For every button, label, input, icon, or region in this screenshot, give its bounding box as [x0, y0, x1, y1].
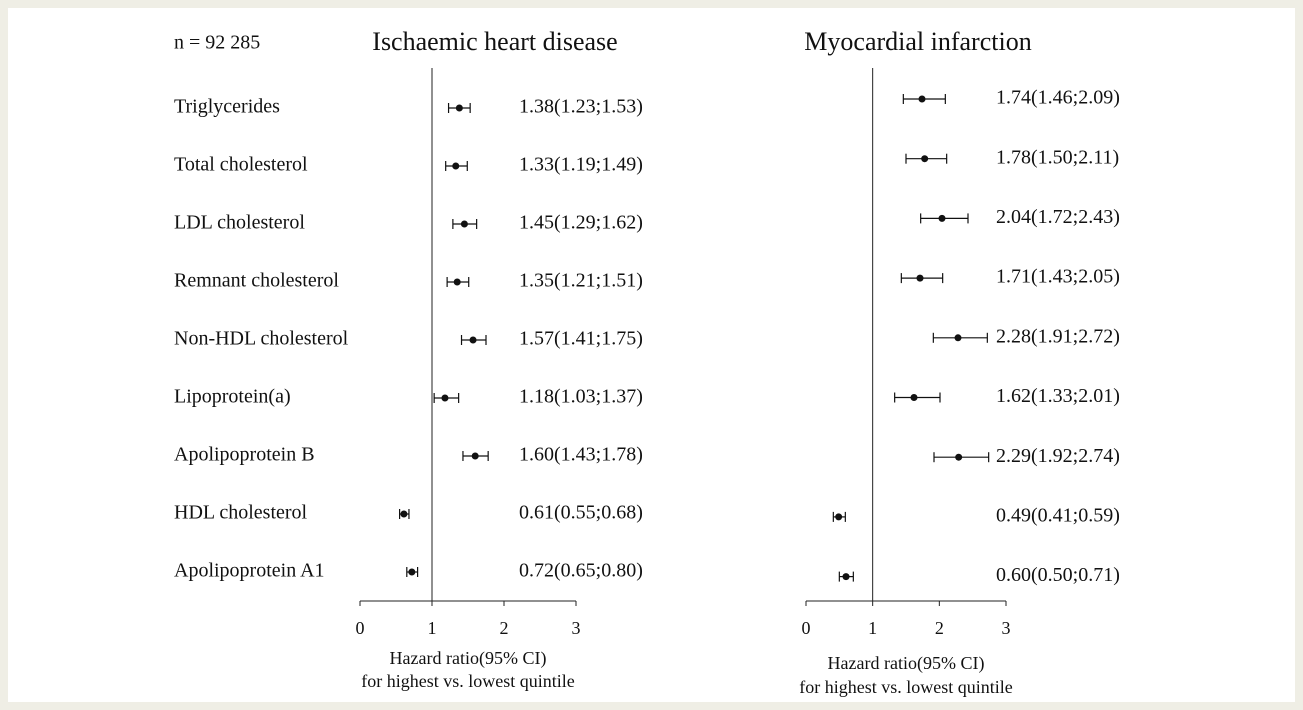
category-label: Total cholesterol [174, 154, 308, 176]
x-tick-label: 1 [428, 618, 437, 638]
x-axis-label: Hazard ratio(95% CI) [390, 648, 547, 669]
value-label: 0.72(0.65;0.80) [519, 560, 643, 582]
category-label: Remnant cholesterol [174, 270, 339, 292]
x-tick-label: 3 [572, 618, 581, 638]
point-estimate [408, 568, 416, 576]
value-label: 1.60(1.43;1.78) [519, 444, 643, 466]
value-label: 0.61(0.55;0.68) [519, 502, 643, 524]
category-label: HDL cholesterol [174, 502, 308, 524]
x-tick-label: 3 [1002, 618, 1011, 638]
x-tick-label: 2 [935, 618, 944, 638]
panel-title: Ischaemic heart disease [372, 27, 617, 56]
category-label: Apolipoprotein A1 [174, 560, 325, 582]
x-tick-label: 0 [802, 618, 811, 638]
point-estimate [921, 155, 929, 163]
value-label: 1.57(1.41;1.75) [519, 328, 643, 350]
value-label: 1.74(1.46;2.09) [996, 87, 1120, 109]
value-label: 2.29(1.92;2.74) [996, 445, 1120, 467]
point-estimate [453, 278, 461, 286]
sample-size: n = 92 285 [174, 32, 260, 54]
category-label: LDL cholesterol [174, 212, 305, 234]
point-estimate [452, 162, 460, 170]
value-label: 1.62(1.33;2.01) [996, 385, 1120, 407]
value-label: 1.33(1.19;1.49) [519, 154, 643, 176]
x-tick-label: 1 [868, 618, 877, 638]
category-label: Apolipoprotein B [174, 444, 315, 466]
point-estimate [835, 513, 843, 521]
point-estimate [842, 573, 850, 581]
panel-title: Myocardial infarction [804, 27, 1031, 56]
point-estimate [938, 214, 946, 222]
value-label: 1.71(1.43;2.05) [996, 266, 1120, 288]
value-label: 1.38(1.23;1.53) [519, 96, 643, 118]
value-label: 0.60(0.50;0.71) [996, 564, 1120, 586]
value-label: 1.78(1.50;2.11) [996, 146, 1119, 168]
point-estimate [400, 510, 408, 518]
figure-panel [8, 8, 1295, 702]
value-label: 1.18(1.03;1.37) [519, 386, 643, 408]
value-label: 0.49(0.41;0.59) [996, 504, 1120, 526]
point-estimate [460, 220, 468, 228]
x-axis-label: for highest vs. lowest quintile [799, 677, 1012, 697]
category-label: Lipoprotein(a) [174, 386, 291, 408]
point-estimate [954, 334, 962, 342]
value-label: 2.28(1.91;2.72) [996, 325, 1120, 347]
x-tick-label: 0 [356, 618, 365, 638]
value-label: 1.45(1.29;1.62) [519, 212, 643, 234]
x-tick-label: 2 [500, 618, 509, 638]
category-label: Triglycerides [174, 96, 280, 118]
category-label: Non-HDL cholesterol [174, 328, 349, 350]
point-estimate [955, 453, 963, 461]
x-axis-label: for highest vs. lowest quintile [361, 671, 574, 691]
value-label: 1.35(1.21;1.51) [519, 270, 643, 292]
point-estimate [471, 452, 479, 460]
point-estimate [441, 394, 449, 402]
point-estimate [910, 394, 918, 401]
point-estimate [455, 104, 463, 112]
x-axis-label: Hazard ratio(95% CI) [828, 653, 985, 674]
point-estimate [918, 95, 926, 103]
point-estimate [469, 336, 477, 344]
value-label: 2.04(1.72;2.43) [996, 206, 1120, 228]
point-estimate [916, 274, 924, 282]
